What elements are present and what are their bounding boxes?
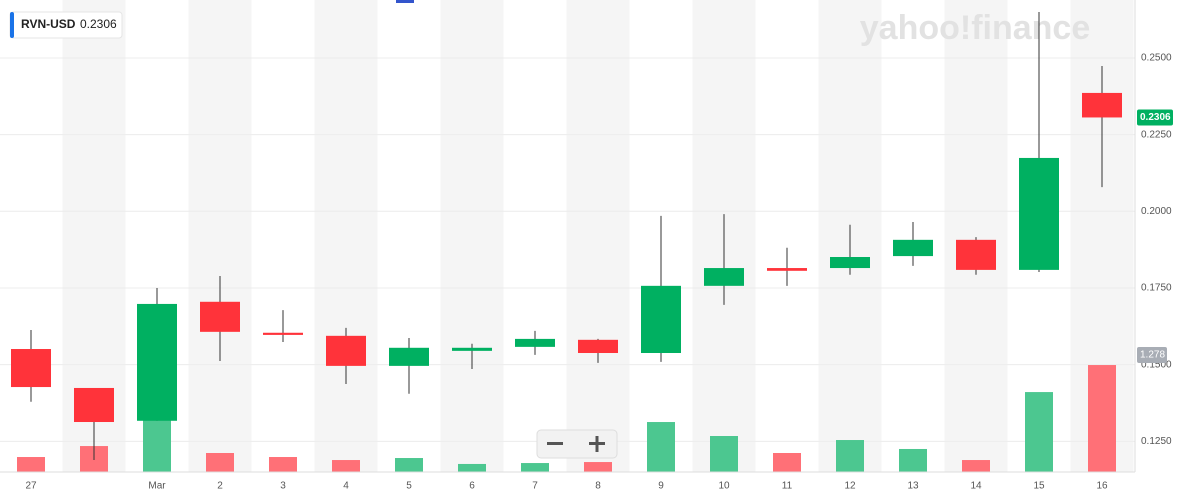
last-price-label: 0.2306 (1140, 112, 1171, 123)
y-tick-label: 0.1500 (1141, 359, 1172, 370)
volume-bar (773, 453, 801, 472)
column-band (314, 0, 378, 472)
volume-bar (395, 458, 423, 472)
candle-body (767, 268, 807, 271)
scroll-marker (396, 0, 414, 3)
column-band (188, 0, 252, 472)
candle-body (263, 332, 303, 335)
candle-layer (11, 11, 1122, 461)
candle-body (1082, 92, 1122, 118)
candle-body (74, 387, 114, 423)
candle-body (830, 257, 870, 269)
column-band (566, 0, 630, 472)
candle-body (956, 239, 996, 270)
background (62, 0, 1134, 472)
column-band (944, 0, 1008, 472)
last-volume-box (1137, 347, 1167, 364)
candle-body (389, 347, 429, 366)
x-tick-label: 11 (782, 481, 793, 492)
x-tick-label: 3 (280, 481, 286, 492)
volume-bar (899, 448, 927, 472)
volume-bar (206, 453, 234, 472)
candle-body (200, 301, 240, 332)
x-tick-label: 7 (532, 481, 538, 492)
candle-body (578, 339, 618, 354)
watermark: yahoo!finance (860, 9, 1090, 47)
volume-bar (836, 440, 864, 472)
volume-bar (143, 410, 171, 472)
x-tick-label: 27 (25, 481, 37, 492)
candle-body (137, 303, 177, 421)
candle-body (1019, 157, 1059, 270)
volume-bar (710, 436, 738, 472)
x-tick-label: 13 (907, 481, 919, 492)
candle-body (515, 338, 555, 347)
volume-bar (584, 462, 612, 472)
symbol: RVN-USD (21, 17, 76, 31)
last-volume-label: 1.278 (1140, 350, 1165, 361)
volume-bar (647, 422, 675, 472)
volume-bar (458, 463, 486, 472)
y-tick-label: 0.2000 (1141, 206, 1172, 217)
column-band (440, 0, 504, 472)
candle-body (11, 349, 51, 388)
candle-body (452, 347, 492, 351)
candle-body (641, 285, 681, 354)
candle-body (893, 239, 933, 257)
y-tick-label: 0.2250 (1141, 129, 1172, 140)
x-tick-label: 2 (217, 481, 223, 492)
x-tick-label: 10 (718, 481, 730, 492)
symbol-box: RVN-USD 0.2306 (9, 11, 123, 39)
x-tick-label: 9 (658, 481, 664, 492)
x-tick-label: 12 (844, 481, 856, 492)
x-tick-label: Mar (148, 481, 166, 492)
x-tick-label: 5 (406, 481, 412, 492)
x-tick-label: 6 (469, 481, 475, 492)
symbol-price: 0.2306 (80, 17, 117, 31)
x-tick-label: 16 (1096, 481, 1108, 492)
volume-bar (17, 457, 45, 472)
volume-bar (521, 463, 549, 472)
last-price-box (1137, 109, 1173, 126)
volume-bar (1088, 365, 1116, 472)
volume-bar (1025, 392, 1053, 472)
volume-bar (269, 457, 297, 472)
candle-body (704, 268, 744, 286)
x-tick-label: 8 (595, 481, 601, 492)
symbol-marker (10, 12, 14, 38)
candle-body (326, 335, 366, 366)
zoom-in[interactable] (589, 436, 605, 452)
x-tick-label: 14 (970, 481, 982, 492)
zoom-controls (536, 429, 618, 459)
x-tick-label: 4 (343, 481, 349, 492)
volume-bar (332, 460, 360, 472)
y-tick-label: 0.1750 (1141, 283, 1172, 294)
y-tick-label: 0.1250 (1141, 436, 1172, 447)
zoom-out[interactable] (547, 442, 563, 445)
volume-layer (17, 365, 1116, 472)
x-tick-label: 15 (1033, 481, 1045, 492)
y-tick-label: 0.2500 (1141, 53, 1172, 64)
volume-bar (962, 460, 990, 472)
